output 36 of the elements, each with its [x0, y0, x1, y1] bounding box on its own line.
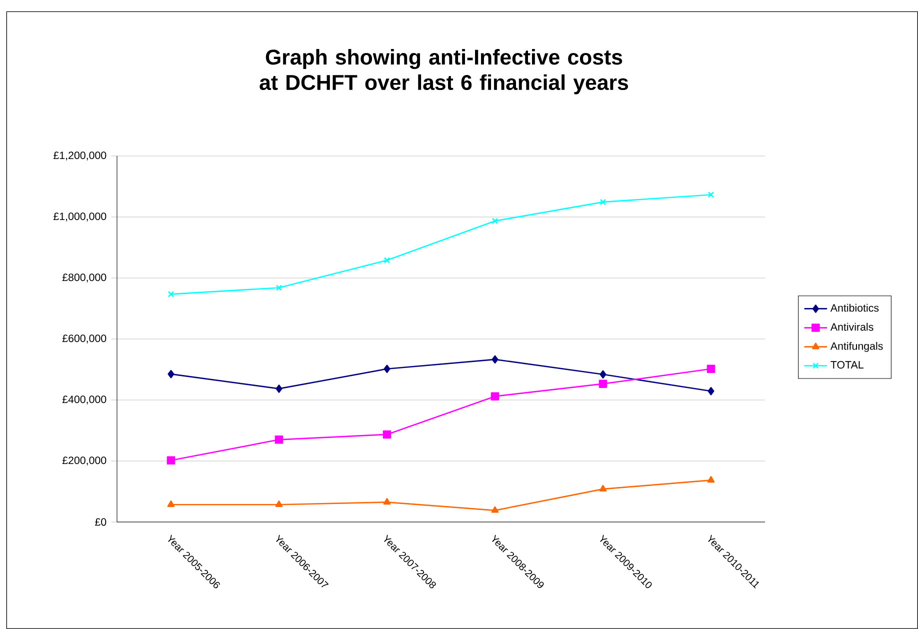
- point: [383, 498, 391, 505]
- point: [276, 284, 282, 291]
- point: [600, 370, 606, 379]
- y-tick-label: £800,000: [62, 274, 106, 282]
- point: [168, 370, 174, 378]
- point: [708, 387, 714, 396]
- y-tick-label: £400,000: [62, 396, 106, 404]
- point: [708, 192, 714, 198]
- y-tick-label: £1,200,000: [54, 152, 106, 160]
- point: [167, 500, 175, 508]
- point: [384, 364, 390, 374]
- point: [276, 384, 282, 393]
- point: [492, 355, 498, 364]
- point: [600, 198, 606, 206]
- point: [598, 380, 608, 388]
- y-tick-label: £1,000,000: [54, 212, 106, 222]
- point: [706, 364, 716, 374]
- point: [274, 436, 284, 444]
- y-tick-label: £200,000: [62, 456, 106, 466]
- point: [599, 484, 607, 492]
- legend-label: TOTAL: [830, 361, 864, 369]
- y-tick-label: £0: [95, 518, 106, 526]
- point: [168, 291, 174, 298]
- point: [275, 500, 283, 508]
- legend-label: Antibiotics: [830, 304, 879, 312]
- legend-label: Antivirals: [830, 322, 874, 331]
- chart-title: Graph showing anti-Infective costs at DCHFT over last 6 financial years: [260, 49, 628, 94]
- y-tick-label: £600,000: [62, 334, 106, 344]
- point: [491, 506, 499, 513]
- legend-label: Antifungals: [830, 342, 883, 352]
- point: [707, 476, 715, 483]
- point: [382, 430, 392, 439]
- point: [384, 257, 390, 264]
- point: [492, 218, 498, 224]
- point: [166, 456, 176, 465]
- point: [490, 392, 500, 400]
